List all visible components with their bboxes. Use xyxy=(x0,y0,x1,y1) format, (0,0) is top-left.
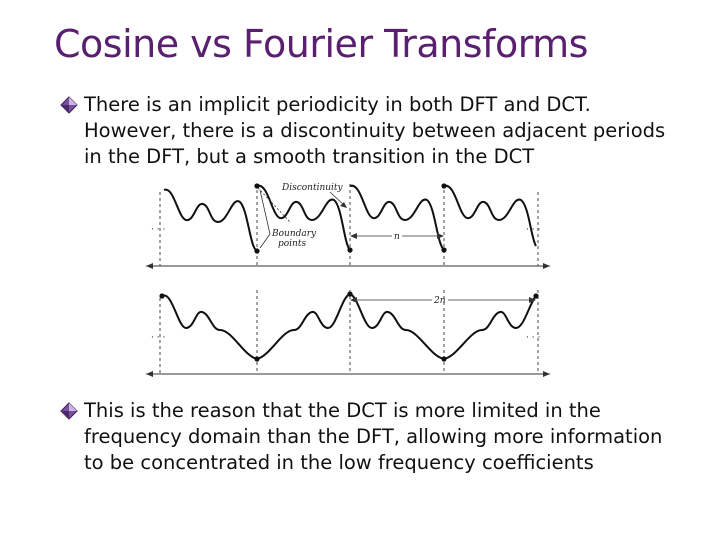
label-boundary-1: Boundary xyxy=(271,229,317,239)
dft-wave-3 xyxy=(349,184,445,251)
bullet-text: This is the reason that the DCT is more … xyxy=(84,399,663,474)
label-n: n xyxy=(394,232,400,242)
ellipsis-right-bottom: · · · xyxy=(526,333,540,343)
bullet-periodicity: There is an implicit periodicity in both… xyxy=(60,92,680,170)
dft-axis-right-arrow xyxy=(543,263,550,269)
diamond-bullet-icon xyxy=(60,96,78,114)
diamond-bullet-icon xyxy=(60,402,78,420)
label-2n: 2n xyxy=(433,296,446,306)
dct-axis-left-arrow xyxy=(146,371,153,377)
dct-axis-right-arrow xyxy=(543,371,550,377)
dct-wave xyxy=(161,292,537,361)
dct-panel: · · · · · · 2n xyxy=(146,290,550,377)
label-discontinuity: Discontinuity xyxy=(281,183,344,193)
periodicity-diagram: · · · · · · Discontinuity Boundary point… xyxy=(146,183,550,377)
dft-axis-left-arrow xyxy=(146,263,153,269)
dft-wave-4 xyxy=(443,184,537,247)
bullet-dct-limited: This is the reason that the DCT is more … xyxy=(60,398,680,476)
label-boundary-2: points xyxy=(278,239,306,249)
bullet-text: There is an implicit periodicity in both… xyxy=(84,93,666,168)
dft-panel: · · · · · · Discontinuity Boundary point… xyxy=(146,183,550,269)
dft-wave-2 xyxy=(256,184,351,251)
slide-title: Cosine vs Fourier Transforms xyxy=(54,22,588,66)
ellipsis-left-top: · · · xyxy=(151,225,165,235)
ellipsis-right-top: · · · xyxy=(526,225,540,235)
ellipsis-left-bottom: · · · xyxy=(151,333,165,343)
dft-wave-1 xyxy=(163,188,258,252)
